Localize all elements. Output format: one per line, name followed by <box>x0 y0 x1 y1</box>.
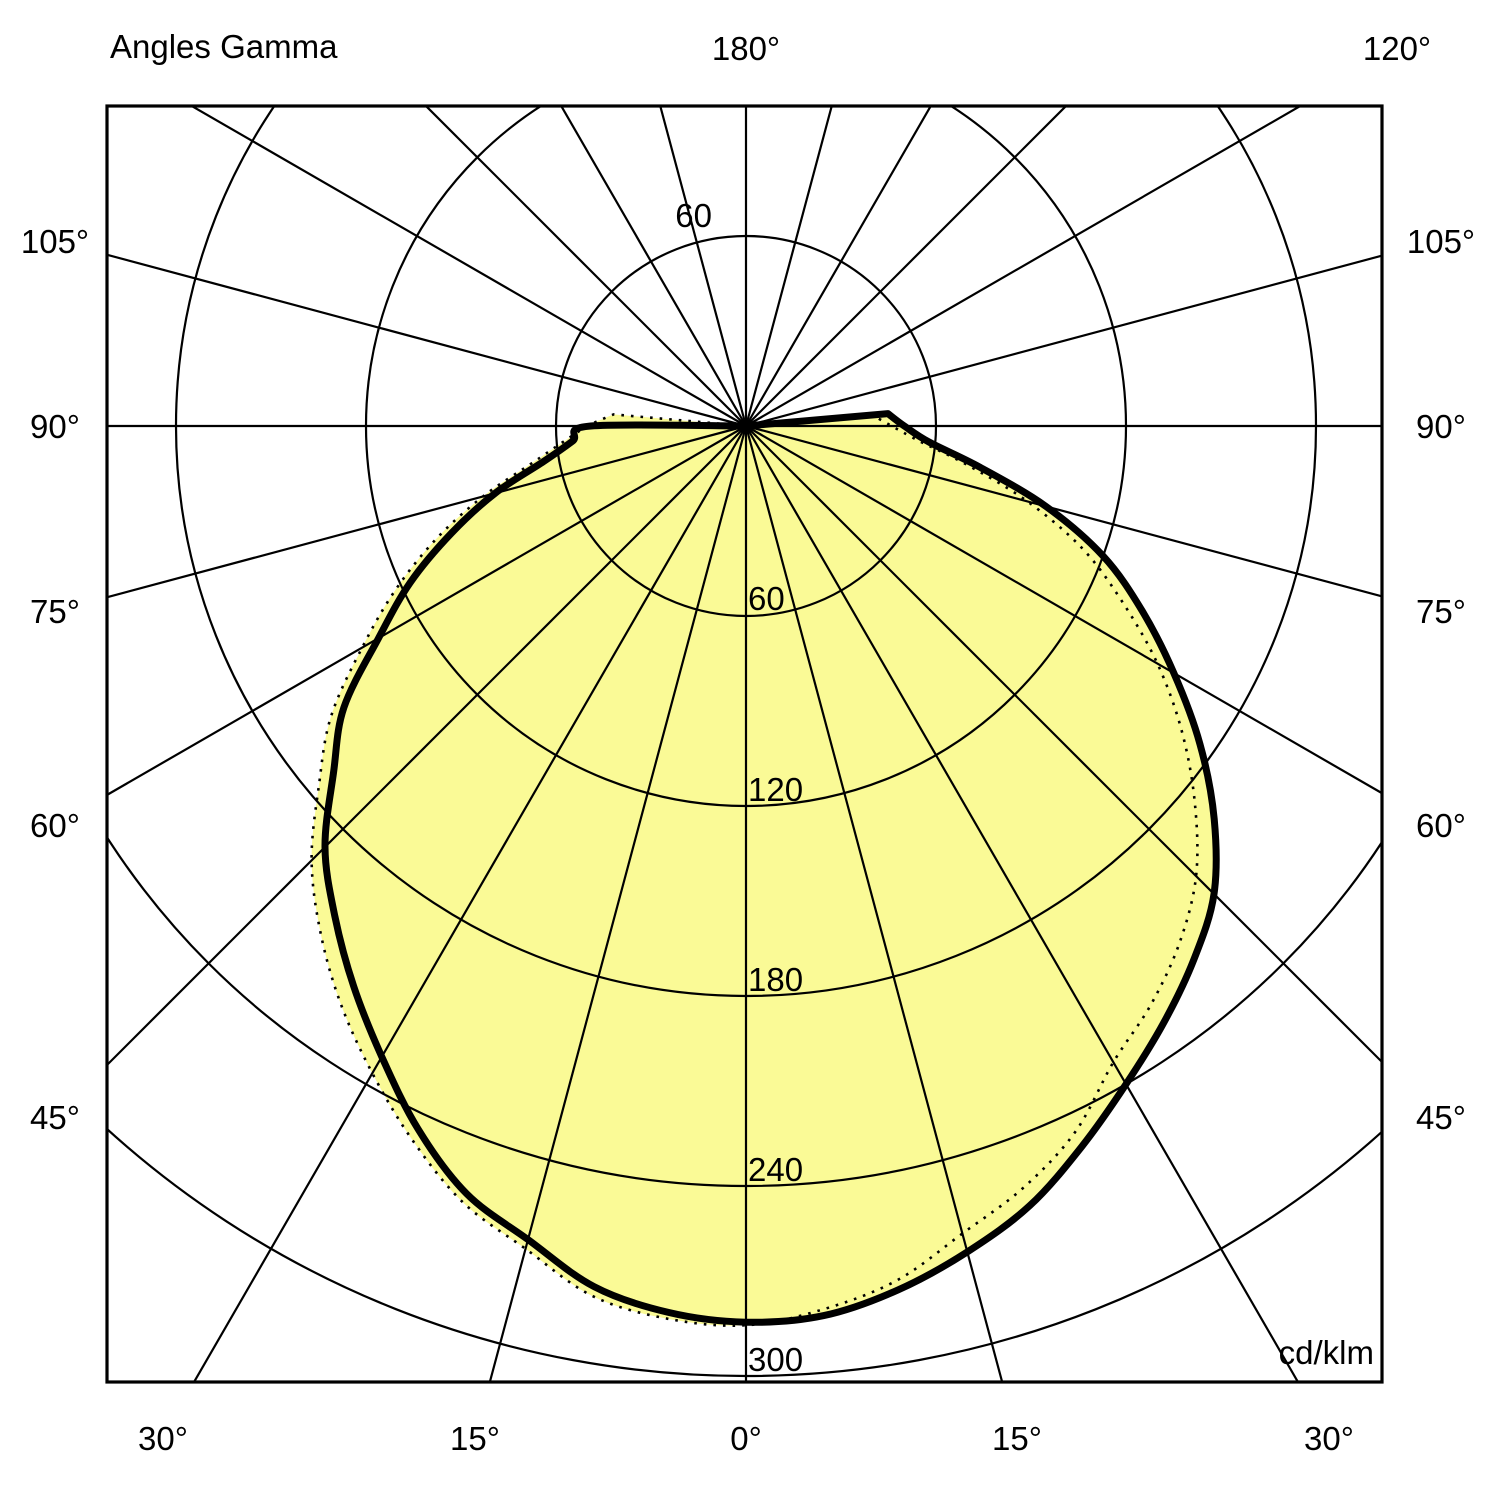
gamma-angle-label-left-105: 105° <box>21 223 89 260</box>
gamma-ray-120 <box>745 106 1303 427</box>
radial-scale-label-240: 240 <box>748 1151 803 1188</box>
gamma-ray-195 <box>659 106 748 427</box>
radial-scale-label-upper-60: 60 <box>675 197 712 234</box>
gamma-ray-75 <box>745 424 1382 598</box>
gamma-ray-300 <box>107 425 747 797</box>
gamma-ray-30 <box>745 425 1300 1382</box>
chart-frame <box>105 104 1384 1384</box>
gamma-ray-135 <box>745 106 1068 427</box>
gamma-ray-255 <box>107 253 747 428</box>
gamma-ray-315 <box>107 425 747 1067</box>
axis-labels: 105° 90° 75° 60° 45° 105° 90° 75° 60° 45° 30° 15° 0°… <box>21 223 1475 1457</box>
gamma-angle-label-left-60: 60° <box>30 807 80 844</box>
chart-title: Angles Gamma <box>110 28 338 65</box>
gamma-ray-240 <box>189 106 747 427</box>
gamma-angle-label-bottom-4: 30° <box>1304 1420 1354 1457</box>
intensity-curve-dotted <box>310 413 1199 1327</box>
radial-scale-label-180: 180 <box>748 961 803 998</box>
gamma-ray-285 <box>107 424 747 599</box>
gamma-ray-45 <box>745 425 1382 1064</box>
gamma-angle-label-left-45: 45° <box>30 1099 80 1136</box>
gamma-ray-165 <box>744 106 833 427</box>
gamma-angle-label-right-45: 45° <box>1416 1099 1466 1136</box>
gamma-ray-60 <box>745 425 1382 795</box>
gamma-ray-105 <box>745 254 1382 428</box>
radial-scale-label-120: 120 <box>748 771 803 808</box>
radial-scale-label-300: 300 <box>748 1341 803 1378</box>
gamma-angle-label-bottom-2: 0° <box>730 1420 762 1457</box>
intensity-curve-solid <box>321 410 1220 1326</box>
gamma-angle-label-bottom-1: 15° <box>450 1420 500 1457</box>
gamma-angle-label-left-75: 75° <box>30 593 80 630</box>
gamma-label-top-180: 180° <box>712 30 780 67</box>
gamma-label-top-right-120: 120° <box>1363 30 1431 67</box>
gamma-angle-label-right-105: 105° <box>1407 223 1475 260</box>
gamma-ray-330 <box>192 425 747 1382</box>
gamma-ray-225 <box>424 106 747 427</box>
gamma-angle-label-right-60: 60° <box>1416 807 1466 844</box>
gamma-ray-150 <box>745 106 933 427</box>
gamma-angle-label-bottom-0: 30° <box>138 1420 188 1457</box>
gamma-angle-label-right-90: 90° <box>1416 408 1466 445</box>
fill-solid-area <box>324 413 1217 1323</box>
radial-scale-label-60: 60 <box>748 580 785 617</box>
gamma-ray-345 <box>488 425 748 1382</box>
intensity-distribution-fill <box>311 413 1217 1326</box>
gamma-angle-label-left-90: 90° <box>30 408 80 445</box>
gamma-angle-label-bottom-3: 15° <box>992 1420 1042 1457</box>
gamma-angle-label-right-75: 75° <box>1416 593 1466 630</box>
unit-label: cd/klm <box>1279 1334 1374 1371</box>
gamma-ray-15 <box>744 425 1004 1382</box>
gamma-ray-210 <box>559 106 747 427</box>
